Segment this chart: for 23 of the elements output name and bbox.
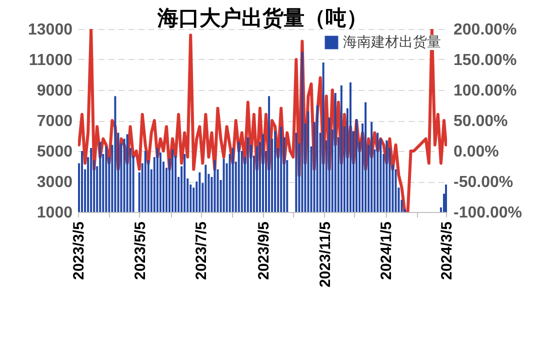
y-tick-label: 11000 — [28, 52, 73, 69]
y2-tick-label: 150.00% — [454, 52, 517, 69]
y2-tick-label: 0.00% — [454, 144, 499, 160]
chart-title: 海口大户出货量（吨） — [156, 6, 368, 30]
y-tick-label: 5000 — [36, 144, 73, 160]
y-tick-label: 9000 — [36, 82, 73, 100]
y-tick-label: 1000 — [36, 204, 73, 222]
y-tick-label: 7000 — [36, 113, 73, 130]
x-tick-label: 2023/3/5 — [70, 222, 88, 280]
y2-tick-label: -50.00% — [454, 174, 514, 191]
y2-tick-label: 100.00% — [454, 82, 517, 100]
legend-label: 海南建材出货量 — [343, 34, 441, 50]
y-tick-label: 3000 — [36, 174, 73, 191]
y-tick-label: 13000 — [28, 22, 73, 38]
y2-tick-label: 50.00% — [454, 113, 508, 130]
x-tick-label: 2023/9/5 — [256, 222, 273, 280]
x-tick-label: 2023/11/5 — [316, 222, 334, 288]
y2-tick-label: -100.00% — [454, 204, 522, 222]
x-tick-label: 2023/5/5 — [132, 222, 149, 280]
x-tick-label: 2023/7/5 — [193, 222, 210, 280]
x-tick-label: 2024/1/5 — [378, 222, 396, 280]
x-tick-label: 2024/3/5 — [438, 222, 456, 280]
y2-tick-label: 200.00% — [454, 22, 517, 38]
